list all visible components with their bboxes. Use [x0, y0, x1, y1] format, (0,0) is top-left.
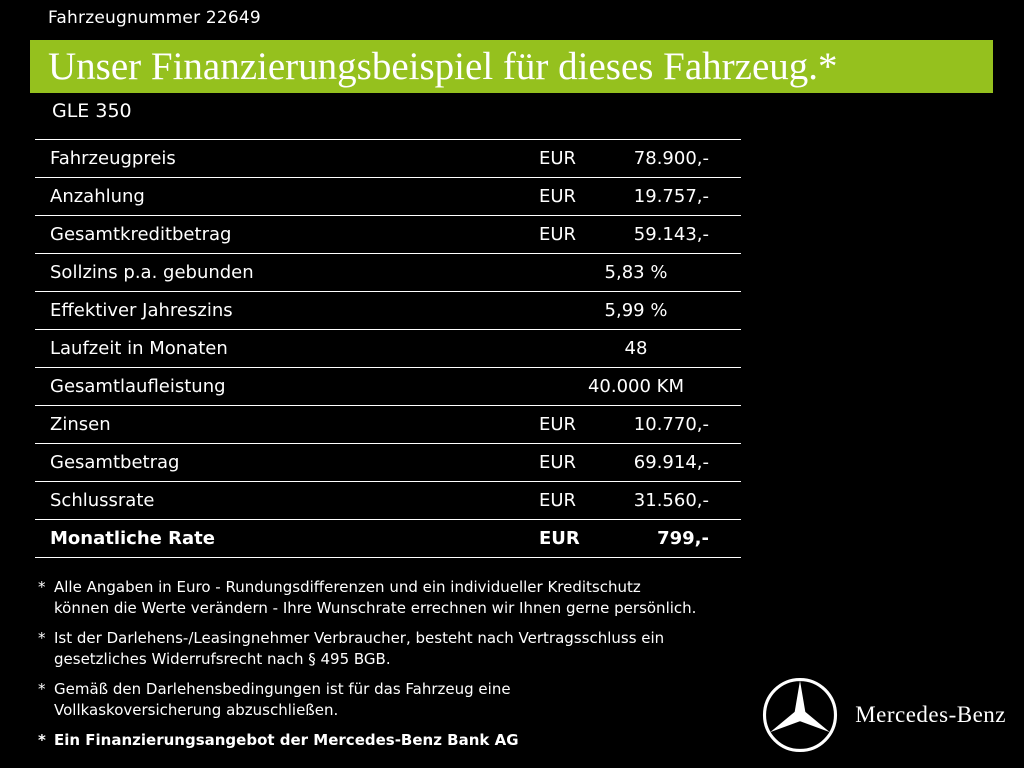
footnote-text: Ein Finanzierungsangebot der Mercedes-Be… [54, 731, 519, 749]
table-row: Laufzeit in Monaten 48 [35, 330, 741, 368]
table-row: Schlussrate EUR 31.560,- [35, 482, 741, 520]
row-value: 48 [624, 338, 648, 359]
table-row: Effektiver Jahreszins 5,99 % [35, 292, 741, 330]
table-row: Gesamtbetrag EUR 69.914,- [35, 444, 741, 482]
footnote-bank-offer: * Ein Finanzierungsangebot der Mercedes-… [38, 730, 698, 751]
row-label: Gesamtkreditbetrag [50, 224, 232, 245]
page-title: Unser Finanzierungsbeispiel für dieses F… [48, 45, 838, 88]
footnote-text: Ist der Darlehens-/Leasingnehmer Verbrau… [54, 629, 665, 668]
table-row: Anzahlung EUR 19.757,- [35, 178, 741, 216]
brand-block: Mercedes-Benz [761, 676, 1006, 754]
table-row: Zinsen EUR 10.770,- [35, 406, 741, 444]
footnote: * Alle Angaben in Euro - Rundungsdiffere… [38, 577, 698, 619]
table-row: Gesamtlaufleistung 40.000 KM [35, 368, 741, 406]
row-currency: EUR [539, 490, 577, 511]
footnote-marker: * [38, 629, 46, 647]
finance-table: Fahrzeugpreis EUR 78.900,- Anzahlung EUR… [35, 139, 741, 558]
footnote: * Gemäß den Darlehensbedingungen ist für… [38, 679, 698, 721]
row-label: Schlussrate [50, 490, 155, 511]
row-currency: EUR [539, 148, 577, 169]
row-label: Zinsen [50, 414, 111, 435]
row-value: 10.770,- [633, 414, 709, 435]
table-row: Gesamtkreditbetrag EUR 59.143,- [35, 216, 741, 254]
footnote-text: Gemäß den Darlehensbedingungen ist für d… [54, 680, 511, 719]
footnotes: * Alle Angaben in Euro - Rundungsdiffere… [38, 577, 698, 760]
footnote-marker: * [38, 680, 46, 698]
vehicle-number: Fahrzeugnummer 22649 [48, 8, 261, 28]
table-row: Sollzins p.a. gebunden 5,83 % [35, 254, 741, 292]
row-value: 31.560,- [633, 490, 709, 511]
row-value: 19.757,- [633, 186, 709, 207]
row-label: Monatliche Rate [50, 528, 215, 549]
footnote-text: Alle Angaben in Euro - Rundungsdifferenz… [54, 578, 697, 617]
row-currency: EUR [539, 186, 577, 207]
mercedes-star-icon [763, 677, 838, 753]
row-label: Sollzins p.a. gebunden [50, 262, 254, 283]
row-value: 40.000 KM [587, 376, 685, 397]
row-label: Effektiver Jahreszins [50, 300, 233, 321]
footnote-marker: * [38, 731, 46, 749]
row-currency: EUR [539, 414, 577, 435]
brand-wordmark: Mercedes-Benz [855, 702, 1006, 727]
row-label: Gesamtbetrag [50, 452, 180, 473]
table-row: Fahrzeugpreis EUR 78.900,- [35, 140, 741, 178]
title-banner: Unser Finanzierungsbeispiel für dieses F… [30, 40, 993, 93]
vehicle-model: GLE 350 [52, 100, 132, 122]
row-currency: EUR [539, 528, 580, 549]
row-value: 5,99 % [604, 300, 668, 321]
row-currency: EUR [539, 452, 577, 473]
row-value: 78.900,- [633, 148, 709, 169]
row-label: Fahrzeugpreis [50, 148, 176, 169]
row-label: Anzahlung [50, 186, 145, 207]
row-currency: EUR [539, 224, 577, 245]
footnote-marker: * [38, 578, 46, 596]
row-value: 59.143,- [633, 224, 709, 245]
row-label: Gesamtlaufleistung [50, 376, 226, 397]
table-row-monthly-rate: Monatliche Rate EUR 799,- [35, 520, 741, 558]
row-value: 69.914,- [633, 452, 709, 473]
row-label: Laufzeit in Monaten [50, 338, 228, 359]
footnote: * Ist der Darlehens-/Leasingnehmer Verbr… [38, 628, 698, 670]
row-value: 799,- [657, 528, 709, 549]
row-value: 5,83 % [604, 262, 668, 283]
